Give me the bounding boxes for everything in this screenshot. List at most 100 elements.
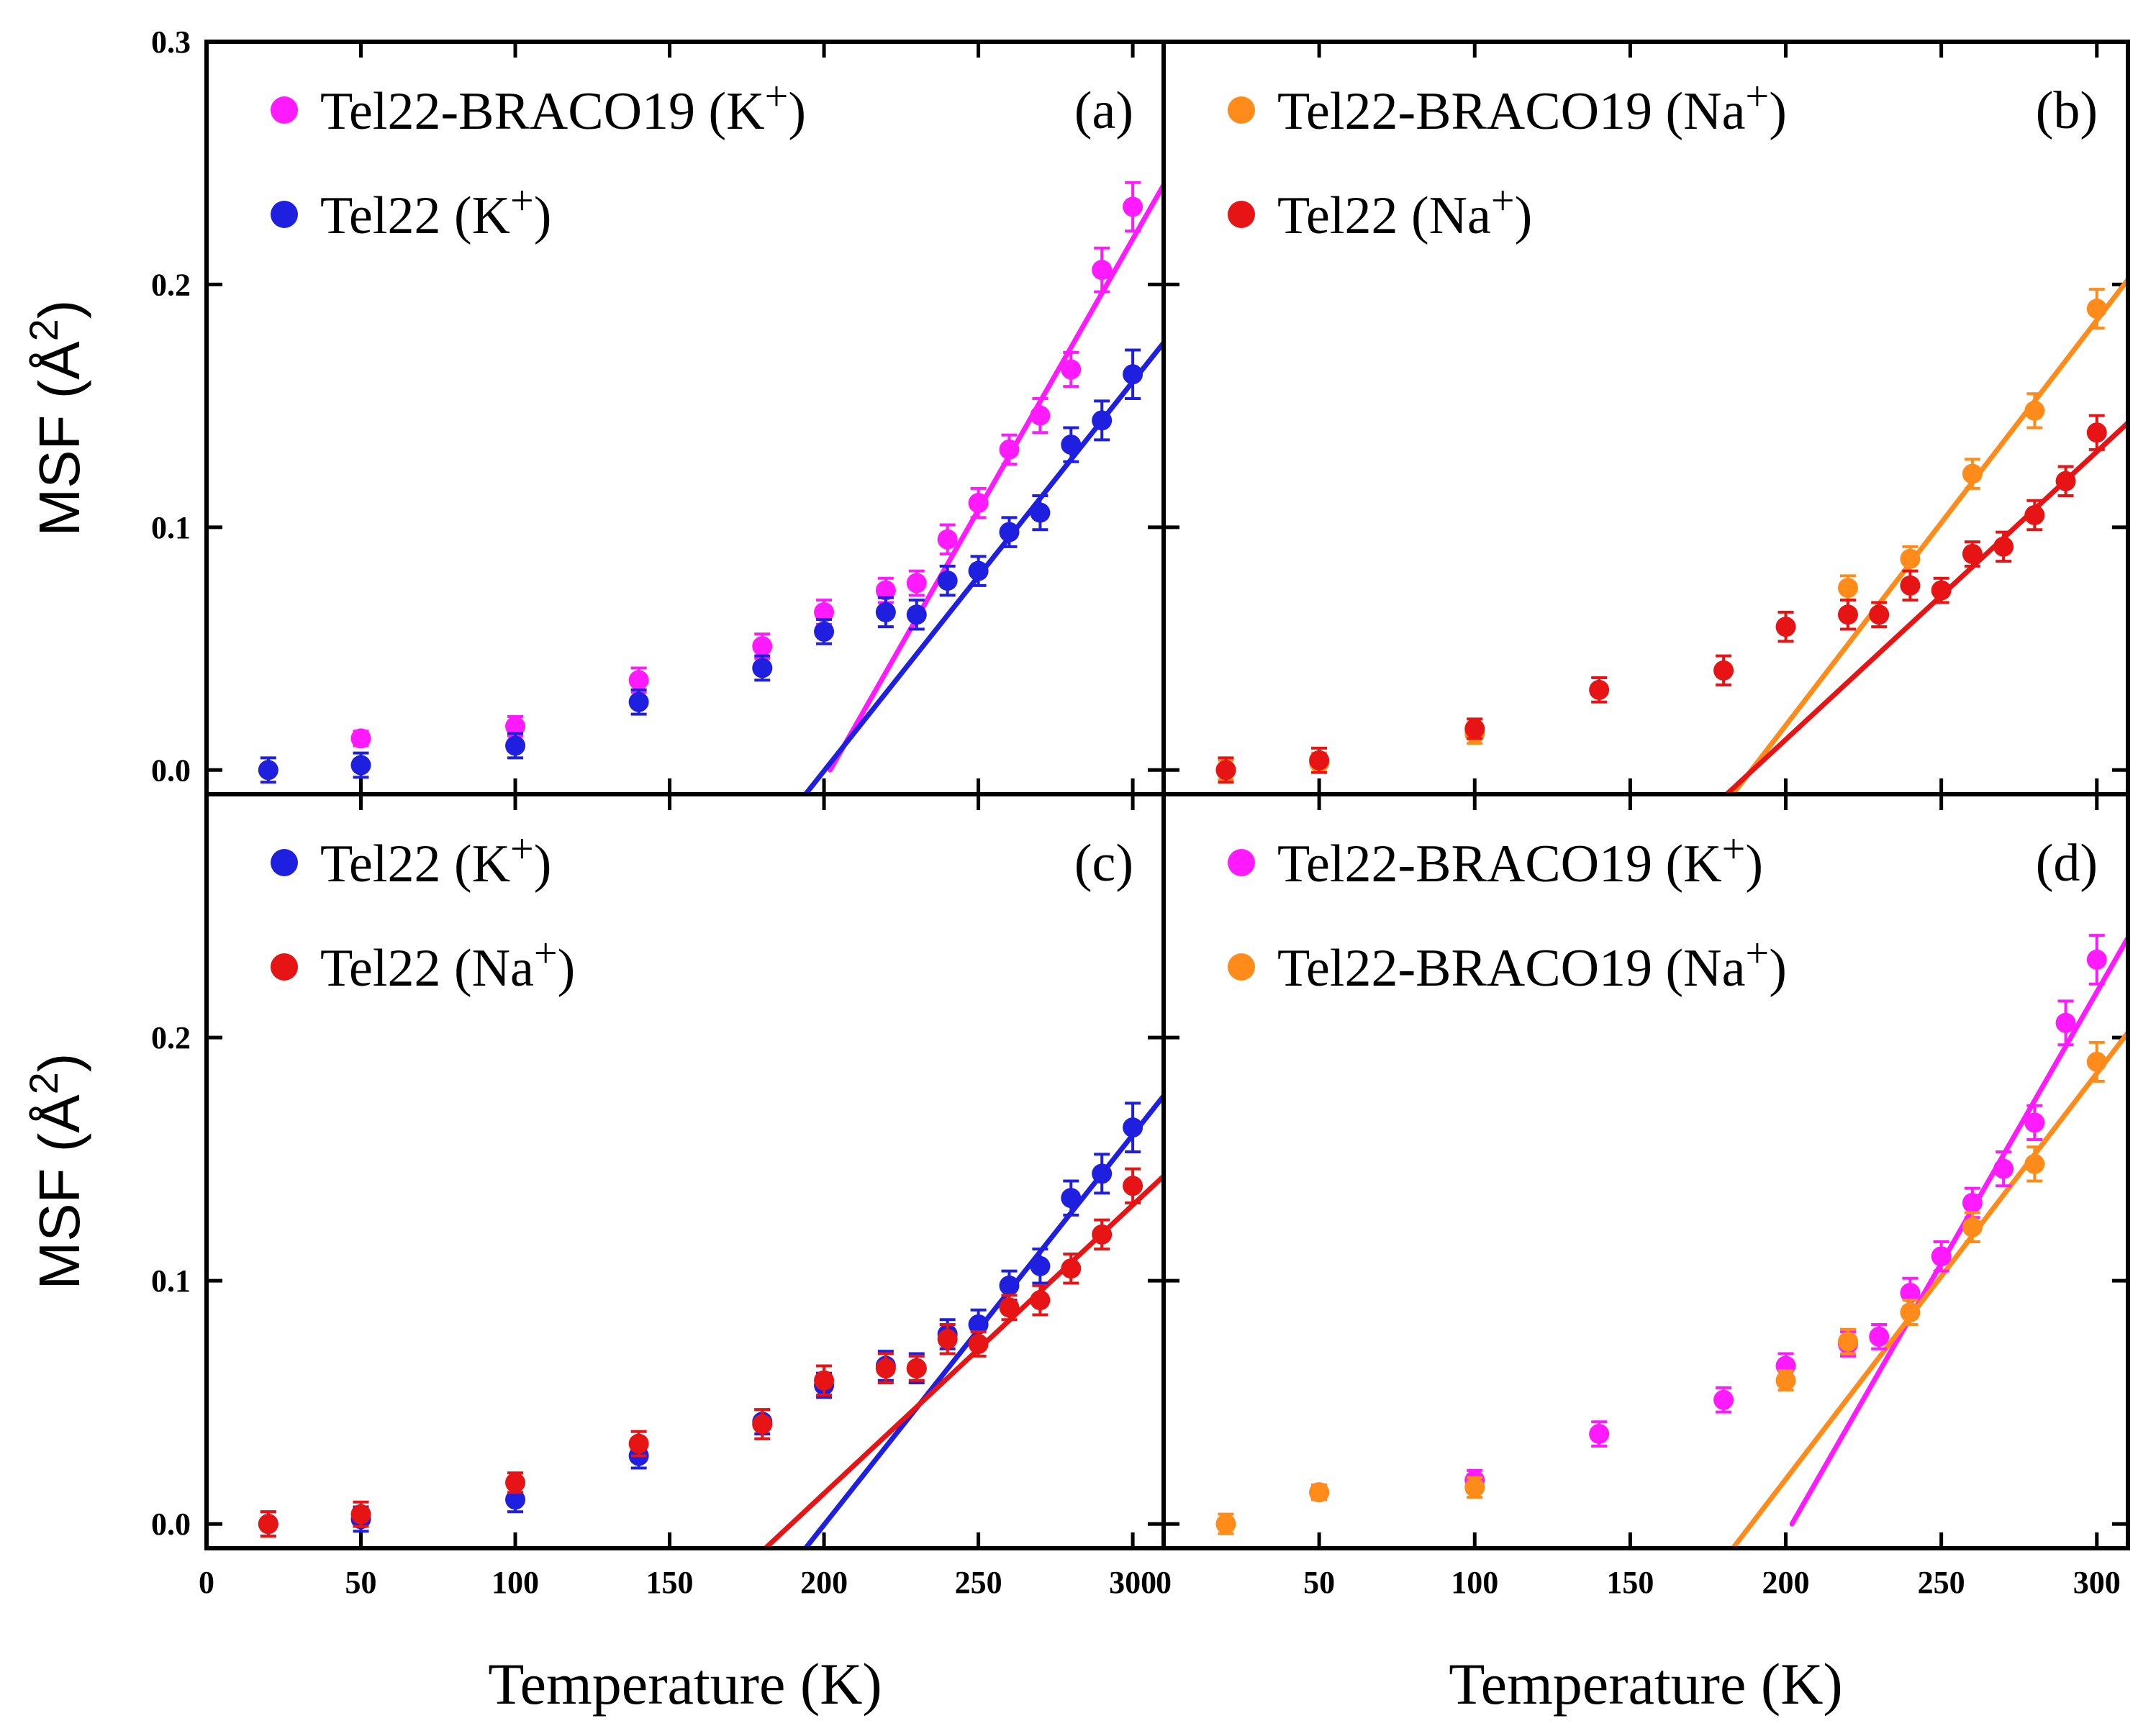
data-point <box>814 601 835 622</box>
data-point <box>1775 1370 1796 1391</box>
data-point <box>1713 1389 1734 1410</box>
data-point <box>1215 1514 1236 1535</box>
data-point <box>2024 504 2045 525</box>
data-layer <box>1215 934 2128 1548</box>
data-point <box>1123 364 1143 385</box>
data-point <box>999 1275 1020 1296</box>
legend-marker <box>1228 953 1255 981</box>
data-point <box>1123 1176 1143 1196</box>
data-point <box>1061 359 1082 380</box>
data-point <box>1900 1302 1921 1323</box>
data-point <box>258 760 278 781</box>
legend-marker <box>1228 201 1255 228</box>
x-tick-label: 250 <box>955 1565 1002 1600</box>
data-point <box>628 691 649 712</box>
legend-label: Tel22 (Na+) <box>320 930 575 998</box>
data-point <box>628 670 649 691</box>
y-tick-label: 0.0 <box>151 753 191 788</box>
x-tick-label: 50 <box>345 1565 377 1600</box>
data-point <box>968 1334 989 1355</box>
data-point <box>999 439 1020 460</box>
legend-label: Tel22 (Na+) <box>1277 177 1532 245</box>
y-tick-label: 0.0 <box>151 1507 191 1542</box>
legend-marker <box>271 201 298 228</box>
data-point <box>2086 422 2107 443</box>
y-tick-label: 0.1 <box>151 510 191 545</box>
data-point <box>1092 1224 1113 1245</box>
data-point <box>875 1358 896 1378</box>
y-tick-label: 0.2 <box>151 1020 191 1055</box>
x-tick-label: 200 <box>1762 1565 1810 1600</box>
data-point <box>1900 575 1921 596</box>
data-point <box>1962 543 1983 564</box>
data-point <box>814 1370 835 1391</box>
data-point <box>937 529 958 550</box>
legend-label: Tel22-BRACO19 (Na+) <box>1277 930 1787 998</box>
panel-b: Tel22-BRACO19 (Na+) Tel22 (Na+) (b) <box>1161 40 2128 794</box>
legend-label: Tel22-BRACO19 (K+) <box>320 73 806 141</box>
x-tick-label: 250 <box>1918 1565 1965 1600</box>
data-point <box>505 1489 526 1510</box>
data-point <box>1030 502 1051 523</box>
data-point <box>1092 410 1113 431</box>
panel-c: 0.0 0.1 0.2 0 50 100 150 200 250 300 Tel22 (K+) Tel… <box>21 792 1164 1717</box>
data-point <box>1309 1482 1330 1503</box>
data-point <box>1837 604 1858 625</box>
fit-line <box>828 182 1164 773</box>
data-point <box>1993 536 2014 557</box>
legend-marker <box>1228 96 1255 124</box>
data-point <box>968 493 989 514</box>
data-point <box>1900 1283 1921 1304</box>
data-point <box>2024 1112 2045 1133</box>
x-tick-label: 200 <box>800 1565 848 1600</box>
data-point <box>814 621 835 642</box>
data-point <box>968 1314 989 1335</box>
data-point <box>1962 463 1983 484</box>
data-point <box>2086 1051 2107 1072</box>
x-tick-label: 100 <box>1451 1565 1498 1600</box>
data-point <box>505 716 526 737</box>
data-point <box>2055 1012 2076 1033</box>
data-point <box>937 1329 958 1350</box>
data-point <box>1309 750 1330 771</box>
x-axis-title: Temperature (K) <box>488 1651 882 1717</box>
data-point <box>1123 1117 1143 1138</box>
y-axis-title: MSF (Å2) <box>21 300 91 537</box>
legend-label: Tel22 (K+) <box>320 177 551 245</box>
legend-label: Tel22 (K+) <box>320 825 551 894</box>
x-tick-label: 150 <box>1606 1565 1654 1600</box>
x-axis-title: Temperature (K) <box>1449 1651 1842 1717</box>
data-point <box>1464 718 1485 739</box>
data-point <box>1837 578 1858 599</box>
data-point <box>505 1472 526 1493</box>
data-point <box>2024 1153 2045 1174</box>
panel-label: (d) <box>2036 834 2098 893</box>
data-point <box>875 601 896 622</box>
data-point <box>1869 604 1890 625</box>
y-tick-label: 0.3 <box>151 24 191 60</box>
data-point <box>1030 1255 1051 1276</box>
data-layer <box>258 1093 1164 1548</box>
data-point <box>968 560 989 581</box>
data-point <box>2055 471 2076 491</box>
fit-line <box>1789 935 2128 1527</box>
data-point <box>1061 1258 1082 1279</box>
data-layer <box>258 181 1164 794</box>
data-point <box>1900 548 1921 569</box>
fit-line <box>1730 277 2128 794</box>
data-point <box>505 735 526 756</box>
data-point <box>1030 405 1051 426</box>
data-point <box>628 1433 649 1454</box>
data-point <box>1713 660 1734 681</box>
data-point <box>1993 1158 2014 1179</box>
data-point <box>752 636 773 657</box>
data-point <box>906 1358 927 1378</box>
x-tick-label: 50 <box>1303 1565 1335 1600</box>
data-point <box>937 571 958 591</box>
legend-label: Tel22-BRACO19 (K+) <box>1277 825 1763 894</box>
y-axis-title: MSF (Å2) <box>21 1053 91 1290</box>
panel-d: 0 50 100 150 200 250 300 Tel22-BRACO19 (K+) Tel2… <box>1156 792 2128 1717</box>
x-tick-label: 300 <box>2073 1565 2121 1600</box>
data-point <box>2086 949 2107 970</box>
